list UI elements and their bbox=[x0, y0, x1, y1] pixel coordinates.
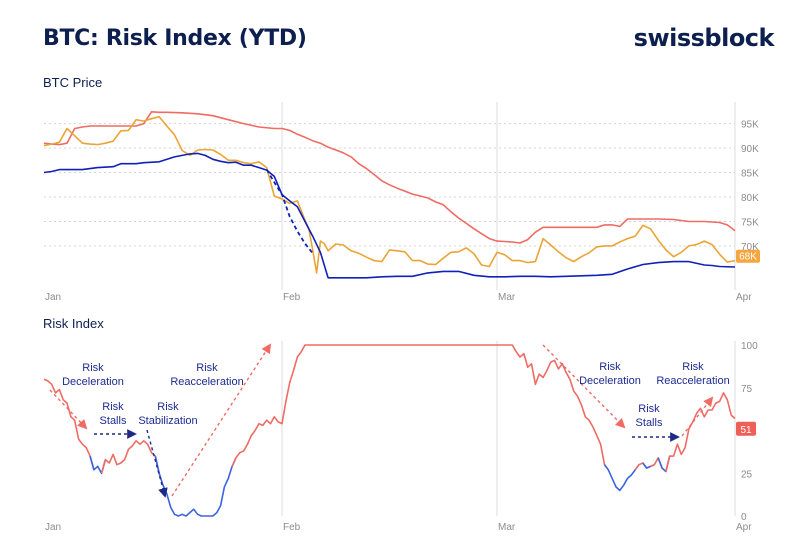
price-y-tick: 85K bbox=[741, 169, 759, 180]
price-x-tick: Mar bbox=[498, 292, 516, 303]
price-y-tick: 95K bbox=[741, 120, 759, 131]
annotation-line: Risk bbox=[638, 403, 660, 415]
price-series-upper-band bbox=[43, 111, 736, 244]
annotation-line: Risk bbox=[157, 401, 179, 413]
annotation-line: Risk bbox=[102, 401, 124, 413]
annotation-line: Stalls bbox=[100, 415, 127, 427]
deceleration-arrow-2 bbox=[542, 344, 626, 429]
risk-x-tick: Feb bbox=[283, 522, 301, 533]
page-title: BTC: Risk Index (YTD) bbox=[43, 26, 307, 51]
price-y-tick: 70K bbox=[741, 242, 759, 253]
annotation-line: Risk bbox=[682, 361, 704, 373]
stabilization-arrow bbox=[146, 429, 168, 498]
annotation-line: Stabilization bbox=[138, 415, 197, 427]
price-x-tick: Jan bbox=[45, 292, 61, 303]
annotation-risk-stalls-2: Risk Stalls bbox=[636, 403, 663, 429]
risk-x-tick: Apr bbox=[736, 522, 752, 533]
risk-series-low-segment bbox=[603, 464, 640, 492]
price-series-btc-price bbox=[43, 115, 736, 274]
risk-series-high-segment bbox=[665, 392, 736, 472]
annotation-line: Reacceleration bbox=[170, 376, 243, 388]
brand-logo: swissblock bbox=[633, 24, 775, 52]
risk-current-badge bbox=[736, 421, 756, 436]
price-series-lower-band bbox=[43, 152, 736, 279]
risk-y-tick: 25 bbox=[741, 469, 753, 480]
reacceleration-arrow-1 bbox=[171, 343, 272, 497]
price-x-tick: Feb bbox=[283, 292, 301, 303]
price-chart-title: BTC Price bbox=[43, 75, 102, 90]
price-series-dashed-segment bbox=[265, 169, 314, 254]
annotation-line: Reacceleration bbox=[656, 375, 729, 387]
annotation-risk-deceleration-2: Risk Deceleration bbox=[579, 361, 641, 387]
annotation-line: Risk bbox=[599, 361, 621, 373]
annotation-risk-deceleration-1: Risk Deceleration bbox=[62, 362, 124, 388]
risk-y-tick: 0 bbox=[741, 512, 747, 523]
annotation-line: Deceleration bbox=[62, 376, 124, 388]
price-y-tick: 90K bbox=[741, 144, 759, 155]
risk-series-low-segment bbox=[154, 455, 237, 517]
price-y-tick: 75K bbox=[741, 217, 759, 228]
annotation-risk-reacceleration-1: Risk Reacceleration bbox=[170, 362, 243, 388]
price-y-tick: 80K bbox=[741, 193, 759, 204]
deceleration-arrow-1 bbox=[49, 389, 88, 430]
price-current-value: 68K bbox=[739, 252, 757, 263]
annotation-line: Stalls bbox=[636, 417, 663, 429]
annotation-line: Deceleration bbox=[579, 375, 641, 387]
risk-current-value: 51 bbox=[740, 425, 752, 436]
risk-y-tick: 100 bbox=[741, 341, 758, 352]
risk-series-high-segment bbox=[100, 440, 160, 474]
risk-series-high-segment bbox=[43, 378, 95, 471]
risk-y-tick: 75 bbox=[741, 384, 753, 395]
price-current-badge bbox=[736, 249, 760, 263]
risk-chart-title: Risk Index bbox=[43, 316, 104, 331]
annotation-risk-stabilization: Risk Stabilization bbox=[138, 401, 197, 427]
annotation-line: Risk bbox=[196, 362, 218, 374]
risk-series-high-segment bbox=[231, 344, 609, 471]
price-x-tick: Apr bbox=[736, 292, 752, 303]
risk-x-tick: Jan bbox=[45, 522, 61, 533]
annotation-line: Risk bbox=[82, 362, 104, 374]
risk-x-tick: Mar bbox=[498, 522, 516, 533]
reacceleration-arrow-2 bbox=[681, 396, 714, 437]
annotation-risk-reacceleration-2: Risk Reacceleration bbox=[656, 361, 729, 387]
annotation-risk-stalls-1: Risk Stalls bbox=[100, 401, 127, 427]
